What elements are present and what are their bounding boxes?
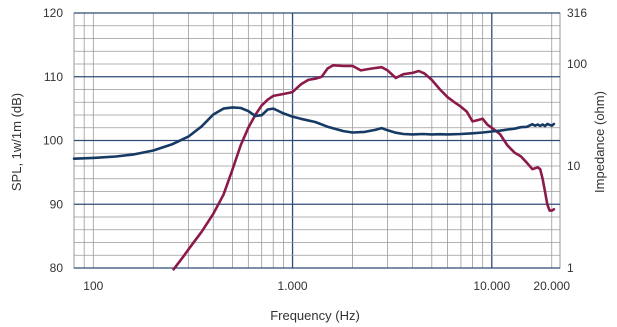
y-tick-label: 80 bbox=[50, 261, 64, 275]
y-axis-title-left: SPL, 1w/1m (dB) bbox=[9, 93, 24, 191]
x-tick-label: 20.000 bbox=[533, 279, 570, 293]
spl-curve bbox=[172, 64, 556, 271]
y-tick-label: 120 bbox=[43, 6, 63, 20]
y2-tick-label: 1 bbox=[567, 261, 574, 275]
x-tick-label: 100 bbox=[83, 279, 103, 293]
x-tick-label: 1.000 bbox=[278, 279, 308, 293]
y2-tick-label: 316 bbox=[567, 6, 587, 20]
x-axis-title: Frequency (Hz) bbox=[270, 308, 360, 323]
y-axis-title-right: Impedance (ohm) bbox=[592, 91, 607, 193]
y2-tick-label: 10 bbox=[567, 159, 581, 173]
y-tick-label: 100 bbox=[43, 134, 63, 148]
impedance-curve bbox=[72, 106, 556, 160]
y-tick-label: 110 bbox=[44, 70, 63, 84]
y2-tick-label: 100 bbox=[567, 57, 587, 71]
series-lines bbox=[72, 64, 556, 271]
x-tick-label: 10.000 bbox=[473, 279, 510, 293]
grid bbox=[73, 12, 561, 269]
y-tick-label: 90 bbox=[50, 197, 64, 211]
